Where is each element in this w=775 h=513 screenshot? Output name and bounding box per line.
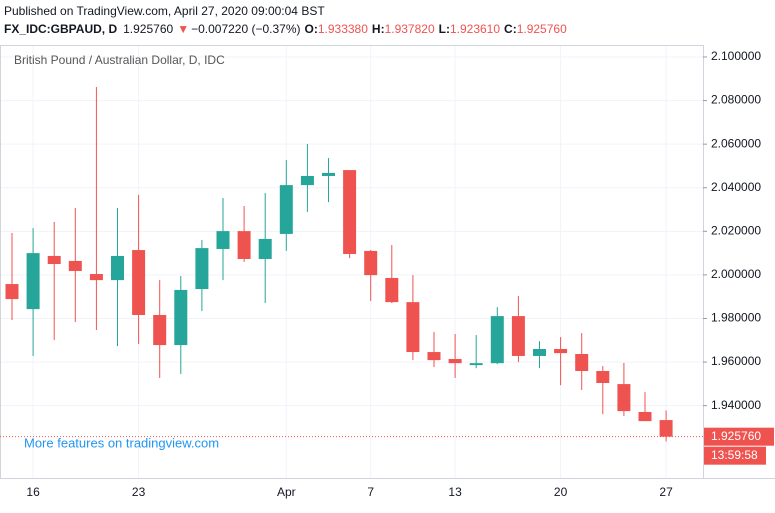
y-tick-label: 1.960000 xyxy=(711,354,761,368)
h-label: H: xyxy=(372,22,385,36)
candle-body xyxy=(237,231,251,259)
candle-body xyxy=(554,348,568,354)
candle-body xyxy=(448,359,462,364)
l-label: L: xyxy=(439,22,450,36)
symbol: FX_IDC:GBPAUD, D xyxy=(4,22,117,36)
candle-body xyxy=(511,316,525,356)
chart-title: British Pound / Australian Dollar, D, ID… xyxy=(14,53,225,67)
last-price-label: 1.925760 xyxy=(711,429,761,443)
x-tick-label: Apr xyxy=(277,485,296,499)
candle-body xyxy=(47,255,61,265)
candle-body xyxy=(68,260,82,271)
c-value: 1.925760 xyxy=(517,22,567,36)
last-price-box xyxy=(704,427,774,446)
candle-body xyxy=(174,289,188,346)
symbol-line: FX_IDC:GBPAUD, D 1.925760 ▼ −0.007220 (−0.3… xyxy=(4,22,567,36)
x-tick-label: 23 xyxy=(132,485,146,499)
candle-body xyxy=(406,302,420,353)
candle-body xyxy=(638,411,652,422)
o-value: 1.933380 xyxy=(318,22,368,36)
c-label: C: xyxy=(504,22,517,36)
x-tick-label: 27 xyxy=(659,485,673,499)
candle-body xyxy=(596,371,610,383)
y-tick-label: 2.060000 xyxy=(711,136,761,150)
down-arrow: ▼ xyxy=(177,22,189,36)
l-value: 1.923610 xyxy=(450,22,500,36)
candle-body xyxy=(132,250,146,315)
candle-body xyxy=(300,175,314,186)
candle-body xyxy=(575,354,589,372)
y-tick-label: 1.940000 xyxy=(711,398,761,412)
candle-body xyxy=(385,277,399,303)
y-tick-label: 2.020000 xyxy=(711,223,761,237)
y-tick-label: 1.980000 xyxy=(711,311,761,325)
candle-body xyxy=(216,231,230,249)
y-tick-label: 2.000000 xyxy=(711,267,761,281)
candle-body xyxy=(279,185,293,234)
candle-body xyxy=(26,253,40,310)
x-tick-label: 20 xyxy=(554,485,568,499)
y-tick-label: 2.080000 xyxy=(711,93,761,107)
countdown: 13:59:58 xyxy=(711,448,758,462)
o-label: O: xyxy=(305,22,318,36)
x-tick-label: 7 xyxy=(367,485,374,499)
candle-body xyxy=(469,363,483,366)
candle-body xyxy=(89,274,103,281)
change: −0.007220 (−0.37%) xyxy=(191,22,300,36)
candle-body xyxy=(322,172,335,176)
candle-body xyxy=(195,248,209,290)
y-tick-label: 2.040000 xyxy=(711,180,761,194)
published: Published on TradingView.com, April 27, … xyxy=(4,4,325,18)
countdown-box xyxy=(704,446,766,465)
candle-body xyxy=(258,238,272,259)
candle-body xyxy=(5,284,19,300)
candle-body xyxy=(533,348,546,356)
candle-body xyxy=(427,352,441,361)
candle-body xyxy=(153,314,167,346)
candle-body xyxy=(617,384,631,412)
x-tick-label: 13 xyxy=(448,485,462,499)
y-tick-label: 2.100000 xyxy=(711,49,761,63)
candle-body xyxy=(343,170,357,254)
plot-frame xyxy=(0,45,704,479)
candle-body xyxy=(490,316,504,364)
price: 1.925760 xyxy=(123,22,173,36)
candle-body xyxy=(364,250,378,276)
candle-body xyxy=(111,255,124,281)
watermark: More features on tradingview.com xyxy=(24,435,219,450)
x-tick-label: 16 xyxy=(26,485,40,499)
candle-body xyxy=(659,420,673,437)
h-value: 1.937820 xyxy=(385,22,435,36)
